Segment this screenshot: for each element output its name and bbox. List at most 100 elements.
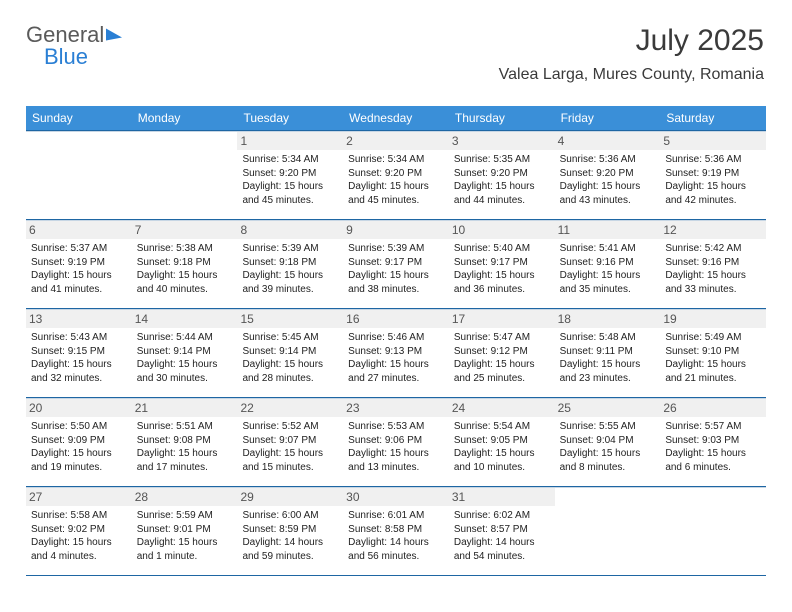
day-cell: 13Sunrise: 5:43 AMSunset: 9:15 PMDayligh…: [26, 309, 132, 397]
daylight-text: Daylight: 15 hours and 39 minutes.: [242, 269, 338, 296]
day-info: Sunrise: 5:34 AMSunset: 9:20 PMDaylight:…: [242, 153, 338, 207]
day-cell: 30Sunrise: 6:01 AMSunset: 8:58 PMDayligh…: [343, 487, 449, 575]
day-cell: 22Sunrise: 5:52 AMSunset: 9:07 PMDayligh…: [237, 398, 343, 486]
day-info: Sunrise: 5:36 AMSunset: 9:20 PMDaylight:…: [560, 153, 656, 207]
daylight-text: Daylight: 14 hours and 56 minutes.: [348, 536, 444, 563]
sunset-text: Sunset: 9:20 PM: [454, 167, 550, 181]
dayhead-wed: Wednesday: [343, 106, 449, 130]
sunrise-text: Sunrise: 5:58 AM: [31, 509, 127, 523]
sunrise-text: Sunrise: 5:44 AM: [137, 331, 233, 345]
sunset-text: Sunset: 8:59 PM: [242, 523, 338, 537]
day-cell: 10 Sunrise: 5:40 AMSunset: 9:17 PMDayligh…: [449, 220, 555, 308]
day-cell: 23 Sunrise: 5:53 AMSunset: 9:06 PMDayligh…: [343, 398, 449, 486]
day-cell: 21Sunrise: 5:51 AMSunset: 9:08 PMDayligh…: [132, 398, 238, 486]
day-info: Sunrise: 5:58 AMSunset: 9:02 PMDaylight:…: [31, 509, 127, 563]
daylight-text: Daylight: 15 hours and 40 minutes.: [137, 269, 233, 296]
day-number: 27: [26, 488, 132, 506]
day-cell: 31 Sunrise: 6:02 AMSunset: 8:57 PMDayligh…: [449, 487, 555, 575]
sunset-text: Sunset: 9:12 PM: [454, 345, 550, 359]
day-info: Sunrise: 5:45 AMSunset: 9:14 PMDaylight:…: [242, 331, 338, 385]
sunset-text: Sunset: 9:18 PM: [137, 256, 233, 270]
day-number: 1: [237, 132, 343, 150]
day-info: Sunrise: 6:02 AMSunset: 8:57 PMDaylight:…: [454, 509, 550, 563]
sunset-text: Sunset: 9:20 PM: [242, 167, 338, 181]
daylight-text: Daylight: 15 hours and 44 minutes.: [454, 180, 550, 207]
day-cell: 20Sunrise: 5:50 AMSunset: 9:09 PMDayligh…: [26, 398, 132, 486]
day-number: 3: [449, 132, 555, 150]
day-number: 31: [449, 488, 555, 506]
day-info: Sunrise: 5:52 AMSunset: 9:07 PMDaylight:…: [242, 420, 338, 474]
day-cell: 27 Sunrise: 5:58 AMSunset: 9:02 PMDayligh…: [26, 487, 132, 575]
day-cell: 12Sunrise: 5:42 AMSunset: 9:16 PMDayligh…: [660, 220, 766, 308]
day-info: Sunrise: 5:51 AMSunset: 9:08 PMDaylight:…: [137, 420, 233, 474]
sunset-text: Sunset: 9:18 PM: [242, 256, 338, 270]
sunrise-text: Sunrise: 5:36 AM: [560, 153, 656, 167]
sunrise-text: Sunrise: 5:51 AM: [137, 420, 233, 434]
day-info: Sunrise: 5:39 AMSunset: 9:17 PMDaylight:…: [348, 242, 444, 296]
daylight-text: Daylight: 14 hours and 54 minutes.: [454, 536, 550, 563]
sunrise-text: Sunrise: 6:02 AM: [454, 509, 550, 523]
daylight-text: Daylight: 15 hours and 45 minutes.: [348, 180, 444, 207]
day-number: 24: [449, 399, 555, 417]
day-info: Sunrise: 5:40 AMSunset: 9:17 PMDaylight:…: [454, 242, 550, 296]
day-number: 23: [343, 399, 449, 417]
day-number: 17: [449, 310, 555, 328]
day-info: Sunrise: 5:36 AMSunset: 9:19 PMDaylight:…: [665, 153, 761, 207]
page-title: July 2025: [499, 24, 764, 58]
daylight-text: Daylight: 15 hours and 35 minutes.: [560, 269, 656, 296]
day-number: 19: [660, 310, 766, 328]
week-row: 6Sunrise: 5:37 AMSunset: 9:19 PMDaylight…: [26, 220, 766, 309]
sunrise-text: Sunrise: 5:39 AM: [242, 242, 338, 256]
daylight-text: Daylight: 15 hours and 28 minutes.: [242, 358, 338, 385]
day-info: Sunrise: 5:48 AMSunset: 9:11 PMDaylight:…: [560, 331, 656, 385]
day-info: Sunrise: 5:59 AMSunset: 9:01 PMDaylight:…: [137, 509, 233, 563]
day-info: Sunrise: 6:00 AMSunset: 8:59 PMDaylight:…: [242, 509, 338, 563]
sunrise-text: Sunrise: 5:43 AM: [31, 331, 127, 345]
day-info: Sunrise: 5:44 AMSunset: 9:14 PMDaylight:…: [137, 331, 233, 385]
dayhead-sat: Saturday: [660, 106, 766, 130]
day-info: Sunrise: 5:39 AMSunset: 9:18 PMDaylight:…: [242, 242, 338, 296]
day-info: Sunrise: 5:53 AMSunset: 9:06 PMDaylight:…: [348, 420, 444, 474]
daylight-text: Daylight: 15 hours and 8 minutes.: [560, 447, 656, 474]
sunset-text: Sunset: 9:20 PM: [560, 167, 656, 181]
daylight-text: Daylight: 15 hours and 21 minutes.: [665, 358, 761, 385]
sunrise-text: Sunrise: 5:59 AM: [137, 509, 233, 523]
day-cell: 7Sunrise: 5:38 AMSunset: 9:18 PMDaylight…: [132, 220, 238, 308]
header-right: July 2025 Valea Larga, Mures County, Rom…: [499, 24, 764, 84]
day-cell: [132, 131, 238, 219]
day-info: Sunrise: 5:35 AMSunset: 9:20 PMDaylight:…: [454, 153, 550, 207]
sunset-text: Sunset: 8:58 PM: [348, 523, 444, 537]
day-header-row: Sunday Monday Tuesday Wednesday Thursday…: [26, 106, 766, 130]
day-number: 10: [449, 221, 555, 239]
sunrise-text: Sunrise: 5:55 AM: [560, 420, 656, 434]
day-info: Sunrise: 5:46 AMSunset: 9:13 PMDaylight:…: [348, 331, 444, 385]
daylight-text: Daylight: 14 hours and 59 minutes.: [242, 536, 338, 563]
daylight-text: Daylight: 15 hours and 45 minutes.: [242, 180, 338, 207]
sunset-text: Sunset: 9:19 PM: [31, 256, 127, 270]
day-cell: 28Sunrise: 5:59 AMSunset: 9:01 PMDayligh…: [132, 487, 238, 575]
sunset-text: Sunset: 9:11 PM: [560, 345, 656, 359]
sunset-text: Sunset: 9:13 PM: [348, 345, 444, 359]
day-cell: 17Sunrise: 5:47 AMSunset: 9:12 PMDayligh…: [449, 309, 555, 397]
day-info: Sunrise: 5:43 AMSunset: 9:15 PMDaylight:…: [31, 331, 127, 385]
day-number: 5: [660, 132, 766, 150]
day-cell: 9Sunrise: 5:39 AMSunset: 9:17 PMDaylight…: [343, 220, 449, 308]
day-cell: 3 Sunrise: 5:35 AMSunset: 9:20 PMDaylight…: [449, 131, 555, 219]
daylight-text: Daylight: 15 hours and 15 minutes.: [242, 447, 338, 474]
daylight-text: Daylight: 15 hours and 6 minutes.: [665, 447, 761, 474]
sunrise-text: Sunrise: 6:00 AM: [242, 509, 338, 523]
daylight-text: Daylight: 15 hours and 13 minutes.: [348, 447, 444, 474]
sunset-text: Sunset: 9:07 PM: [242, 434, 338, 448]
day-info: Sunrise: 5:55 AMSunset: 9:04 PMDaylight:…: [560, 420, 656, 474]
daylight-text: Daylight: 15 hours and 23 minutes.: [560, 358, 656, 385]
weeks-container: 1 Sunrise: 5:34 AMSunset: 9:20 PMDaylight…: [26, 131, 766, 576]
location-label: Valea Larga, Mures County, Romania: [499, 66, 764, 84]
day-number: 20: [26, 399, 132, 417]
sunset-text: Sunset: 9:09 PM: [31, 434, 127, 448]
day-cell: 16Sunrise: 5:46 AMSunset: 9:13 PMDayligh…: [343, 309, 449, 397]
daylight-text: Daylight: 15 hours and 27 minutes.: [348, 358, 444, 385]
day-number: 8: [237, 221, 343, 239]
week-row: 20Sunrise: 5:50 AMSunset: 9:09 PMDayligh…: [26, 398, 766, 487]
dayhead-thu: Thursday: [449, 106, 555, 130]
sunrise-text: Sunrise: 5:49 AM: [665, 331, 761, 345]
